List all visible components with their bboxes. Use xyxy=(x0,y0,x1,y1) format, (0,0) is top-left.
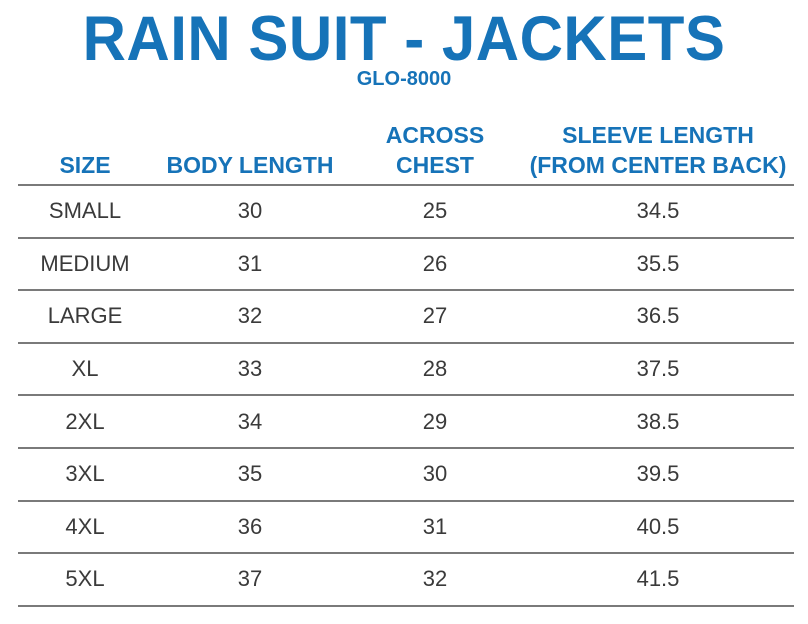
cell-size: 5XL xyxy=(65,566,105,592)
product-code: GLO-8000 xyxy=(356,68,452,90)
cell-sleeve-length: 39.5 xyxy=(636,461,680,487)
cell-across-chest: 29 xyxy=(422,408,448,434)
header-body-length: BODY LENGTH xyxy=(166,152,334,178)
table-row: MEDIUM 31 26 35.5 xyxy=(18,239,794,292)
cell-body-length: 34 xyxy=(237,408,263,434)
cell-size: 2XL xyxy=(65,408,105,434)
cell-sleeve-length: 34.5 xyxy=(636,198,680,224)
table-row: SMALL 30 25 34.5 xyxy=(18,186,794,239)
cell-across-chest: 32 xyxy=(422,566,448,592)
table-row: XL 33 28 37.5 xyxy=(18,344,794,397)
cell-size: 4XL xyxy=(65,513,105,539)
cell-across-chest: 25 xyxy=(422,198,448,224)
cell-body-length: 31 xyxy=(237,250,263,276)
cell-sleeve-length: 41.5 xyxy=(636,566,680,592)
table-row: 4XL 36 31 40.5 xyxy=(18,502,794,555)
table-row: 3XL 35 30 39.5 xyxy=(18,449,794,502)
size-table: SIZE BODY LENGTH ACROSS CHEST SLEEVE LEN… xyxy=(18,118,794,607)
cell-across-chest: 27 xyxy=(422,303,448,329)
table-row: 2XL 34 29 38.5 xyxy=(18,396,794,449)
cell-body-length: 30 xyxy=(237,198,263,224)
cell-size: MEDIUM xyxy=(40,250,130,276)
header-size: SIZE xyxy=(59,152,111,178)
cell-body-length: 35 xyxy=(237,461,263,487)
cell-across-chest: 31 xyxy=(422,513,448,539)
cell-size: 3XL xyxy=(65,461,105,487)
cell-body-length: 37 xyxy=(237,566,263,592)
table-row: LARGE 32 27 36.5 xyxy=(18,291,794,344)
cell-sleeve-length: 36.5 xyxy=(636,303,680,329)
cell-body-length: 36 xyxy=(237,513,263,539)
cell-body-length: 32 xyxy=(237,303,263,329)
cell-across-chest: 28 xyxy=(422,356,448,382)
header-across-chest: ACROSS CHEST xyxy=(385,122,485,178)
cell-size: LARGE xyxy=(47,303,123,329)
page-title: RAIN SUIT - JACKETS xyxy=(82,3,726,74)
cell-across-chest: 30 xyxy=(422,461,448,487)
cell-size: SMALL xyxy=(48,198,122,224)
cell-body-length: 33 xyxy=(237,356,263,382)
cell-sleeve-length: 35.5 xyxy=(636,250,680,276)
cell-size: XL xyxy=(71,356,99,382)
cell-sleeve-length: 40.5 xyxy=(636,513,680,539)
table-row: 5XL 37 32 41.5 xyxy=(18,554,794,607)
cell-across-chest: 26 xyxy=(422,250,448,276)
header-sleeve-length: SLEEVE LENGTH (FROM CENTER BACK) xyxy=(529,122,787,178)
cell-sleeve-length: 38.5 xyxy=(636,408,680,434)
table-header-row: SIZE BODY LENGTH ACROSS CHEST SLEEVE LEN… xyxy=(18,118,794,186)
cell-sleeve-length: 37.5 xyxy=(636,356,680,382)
